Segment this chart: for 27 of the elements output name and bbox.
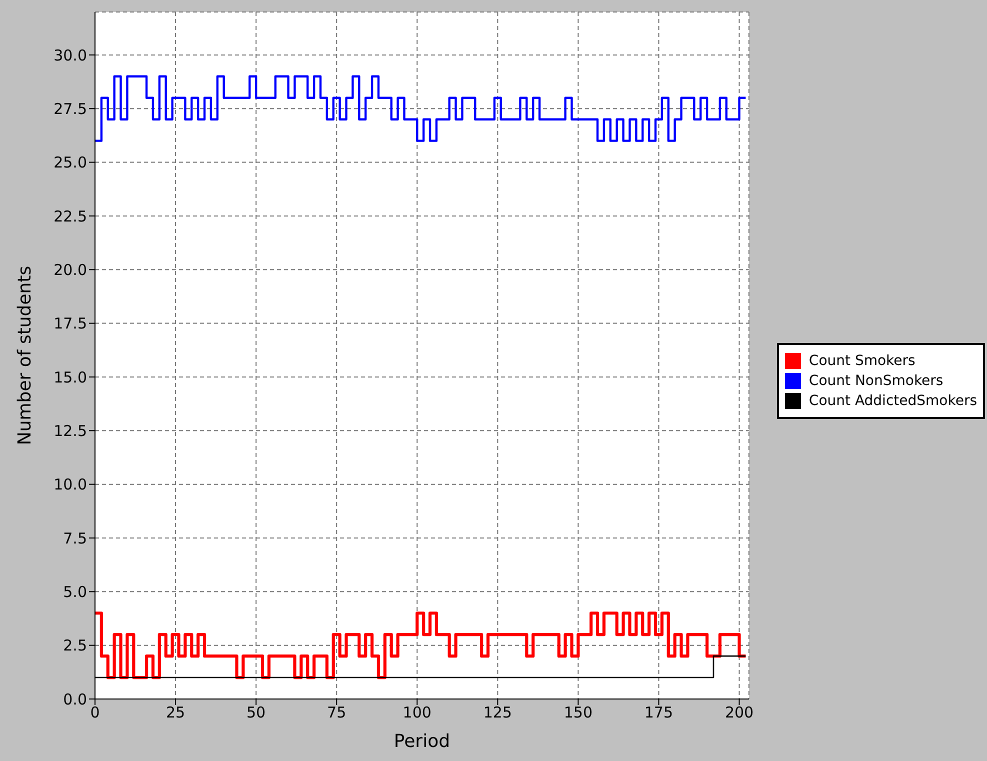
y-tick-label: 30.0: [54, 46, 87, 64]
x-axis-title: Period: [394, 731, 450, 752]
x-tick-label: 25: [166, 704, 186, 722]
x-tick-label: 150: [564, 704, 593, 722]
x-tick-label: 100: [402, 704, 432, 722]
y-tick-label: 15.0: [54, 368, 87, 386]
x-tick-label: 175: [644, 704, 674, 722]
y-tick-label: 12.5: [54, 422, 87, 440]
y-tick-label: 5.0: [63, 582, 87, 601]
y-tick-label: 25.0: [54, 154, 87, 172]
legend-label: Count Smokers: [808, 352, 916, 368]
y-tick-label: 27.5: [54, 100, 87, 118]
x-tick-label: 75: [327, 704, 346, 722]
y-tick-label: 7.5: [63, 529, 87, 548]
x-tick-label: 125: [483, 704, 512, 722]
legend-label: Count NonSmokers: [808, 372, 944, 388]
x-tick-label: 0: [90, 704, 100, 722]
y-tick-label: 17.5: [54, 314, 87, 333]
y-tick-label: 0.0: [63, 690, 87, 708]
legend-label: Count AddictedSmokers: [808, 392, 977, 408]
y-tick-label: 22.5: [54, 207, 87, 226]
y-axis-title: Number of students: [14, 266, 36, 446]
y-tick-label: 2.5: [63, 636, 87, 655]
y-tick-label: 20.0: [54, 260, 87, 279]
x-tick-label: 200: [724, 704, 754, 722]
y-tick-label: 10.0: [54, 476, 87, 494]
x-tick-label: 50: [246, 704, 266, 722]
